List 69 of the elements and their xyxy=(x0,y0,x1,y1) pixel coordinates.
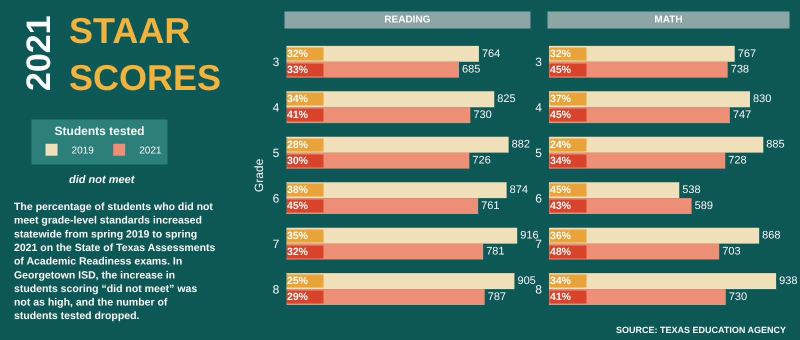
data-label: 589 xyxy=(694,200,713,212)
annotation: 35% xyxy=(287,230,309,242)
data-label: 905 xyxy=(517,275,536,288)
annotation: 30% xyxy=(287,155,309,167)
y-tick-label: 6 xyxy=(272,191,280,206)
y-tick-label: 8 xyxy=(535,282,542,296)
annotation: 32% xyxy=(287,246,309,258)
bar xyxy=(286,228,518,244)
text: The percentage of students who did not meet grade-level standards increased statewide from spring 2019 to spring 2021 on the State of Texas Assessments of Academic Readiness exams. In Georgetown ISD, the increase in students scoring “did not meet” was not as high, and the number of students tested dropped. xyxy=(14,201,216,322)
y-tick-label: 5 xyxy=(535,146,542,160)
annotation: 33% xyxy=(287,64,309,76)
y-tick-label: 7 xyxy=(272,236,280,251)
data-label: 761 xyxy=(481,200,500,212)
y-tick-label: 5 xyxy=(272,146,280,160)
text: did not meet xyxy=(69,174,136,186)
data-label: 728 xyxy=(728,154,747,167)
data-label: 868 xyxy=(762,230,781,242)
data-label: 726 xyxy=(472,154,491,167)
annotation: 41% xyxy=(287,109,309,121)
data-label: 882 xyxy=(512,138,530,151)
annotation: 25% xyxy=(287,275,309,287)
annotation: 45% xyxy=(287,200,309,212)
data-label: 730 xyxy=(728,291,748,304)
data-label: 738 xyxy=(730,64,750,76)
annotation: 41% xyxy=(550,291,572,303)
data-label: 781 xyxy=(486,246,505,258)
annotation: 36% xyxy=(550,230,572,242)
y-tick-label: 4 xyxy=(535,100,542,114)
annotation: 32% xyxy=(287,48,309,60)
data-label: 703 xyxy=(722,246,741,258)
y-tick-label: 3 xyxy=(535,54,542,69)
chart-title: READING xyxy=(384,14,431,26)
annotation: 38% xyxy=(287,184,309,196)
annotation: 34% xyxy=(550,275,572,287)
data-label: 764 xyxy=(482,48,500,60)
data-label: 830 xyxy=(752,93,772,106)
annotation: 43% xyxy=(550,200,572,212)
data-label: 747 xyxy=(732,109,752,122)
annotation: 48% xyxy=(550,246,572,258)
legend-label: 2019 xyxy=(72,146,94,157)
data-label: 685 xyxy=(462,64,480,76)
annotation: 45% xyxy=(550,109,572,121)
source-note: SOURCE: TEXAS EDUCATION AGENCY xyxy=(616,325,786,335)
legend-title: Students tested xyxy=(54,124,145,138)
annotation: 34% xyxy=(287,93,309,105)
annotation: 45% xyxy=(550,184,572,196)
annotation: 32% xyxy=(550,48,572,60)
annotation: 24% xyxy=(550,139,572,151)
data-label: 916 xyxy=(520,230,539,242)
y-tick-label: 4 xyxy=(272,100,280,114)
data-label: 767 xyxy=(738,48,756,60)
annotation: 37% xyxy=(550,93,572,105)
data-label: 538 xyxy=(682,184,701,196)
data-label: 825 xyxy=(497,93,516,106)
y-axis-title: Grade xyxy=(252,158,266,192)
data-label: 938 xyxy=(779,275,798,288)
y-tick-label: 3 xyxy=(272,54,280,69)
chart-title: MATH xyxy=(654,14,683,26)
data-label: 730 xyxy=(473,109,492,122)
annotation: 45% xyxy=(550,64,572,76)
data-label: 874 xyxy=(510,184,528,196)
annotation: 34% xyxy=(550,155,572,167)
legend-label: 2021 xyxy=(139,146,162,157)
annotation: 29% xyxy=(287,291,309,303)
data-label: 787 xyxy=(488,291,506,304)
y-tick-label: 8 xyxy=(272,282,280,296)
data-label: 885 xyxy=(766,138,785,151)
y-tick-label: 6 xyxy=(535,191,542,206)
annotation: 28% xyxy=(287,139,309,151)
